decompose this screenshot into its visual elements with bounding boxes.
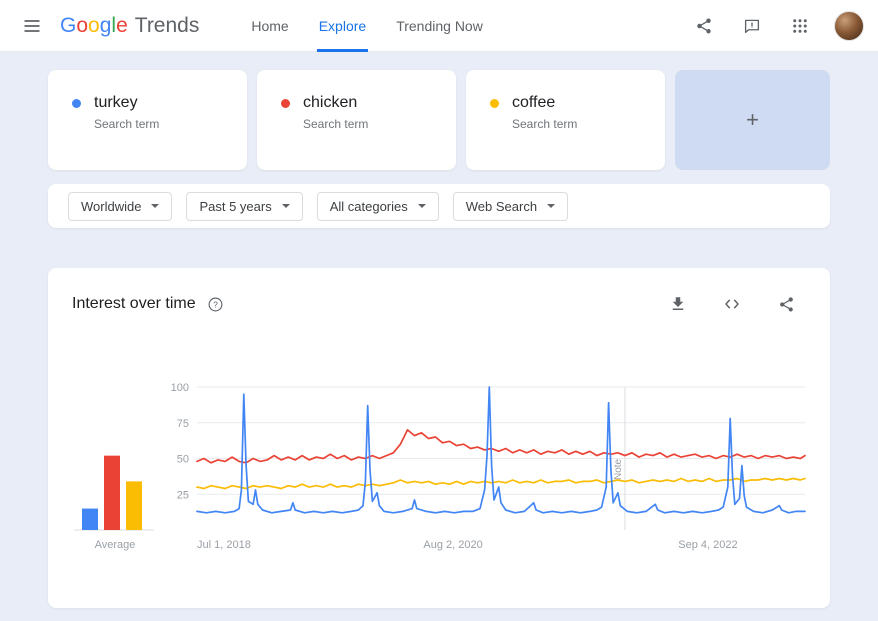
apps-grid-button[interactable] [780, 6, 820, 46]
logo-letter: G [60, 13, 77, 37]
svg-text:100: 100 [171, 382, 189, 394]
feedback-button[interactable] [732, 6, 772, 46]
embed-code-icon [725, 299, 739, 309]
help-icon: ? [208, 297, 223, 311]
add-comparison-card[interactable]: + [675, 70, 830, 170]
term-card-chicken[interactable]: chicken Search term [257, 70, 456, 170]
svg-text:?: ? [213, 300, 218, 309]
term-card-turkey[interactable]: turkey Search term [48, 70, 247, 170]
avatar[interactable] [834, 10, 864, 41]
panel-title: Interest over time [72, 295, 196, 312]
download-icon [672, 297, 684, 310]
share-icon [779, 296, 793, 312]
filter-search-type-value: Web Search [465, 198, 538, 214]
filter-category-value: All categories [329, 198, 408, 214]
filter-region-value: Worldwide [81, 198, 142, 214]
embed-button[interactable] [712, 284, 752, 324]
svg-text:Aug 2, 2020: Aug 2, 2020 [423, 539, 482, 551]
download-csv-button[interactable] [658, 284, 698, 324]
filter-time-value: Past 5 years [199, 198, 272, 214]
plus-icon: + [746, 107, 759, 132]
menu-button[interactable] [12, 6, 52, 46]
svg-text:50: 50 [177, 454, 189, 466]
apps-grid-icon [793, 18, 807, 33]
logo-product-name: Trends [134, 13, 200, 37]
term-type-label: Search term [94, 117, 160, 131]
interest-over-time-panel: Interest over time ? 25 50 75 100 Note Ju [48, 268, 830, 608]
share-chart-button[interactable] [766, 284, 806, 324]
share-button[interactable] [684, 6, 724, 46]
explore-page: turkey Search term chicken Search term c… [0, 52, 878, 608]
series-color-dot [281, 99, 290, 108]
panel-actions [658, 284, 806, 324]
hamburger-icon [24, 19, 40, 32]
filter-category-dropdown[interactable]: All categories [316, 191, 439, 221]
interest-over-time-chart[interactable]: 25 50 75 100 Note Jul 1, 2018 Aug 2, 2020 Sep 4… [72, 380, 812, 554]
term-type-label: Search term [512, 117, 578, 131]
svg-text:75: 75 [177, 418, 189, 430]
term-type-label: Search term [303, 117, 369, 131]
svg-text:Jul 1, 2018: Jul 1, 2018 [197, 539, 251, 551]
logo-letter: o [76, 13, 89, 37]
svg-text:25: 25 [177, 489, 189, 501]
chevron-down-icon [151, 204, 160, 208]
logo-letter: l [111, 13, 117, 37]
term-name: chicken [303, 94, 358, 111]
feedback-icon [744, 19, 760, 33]
filter-bar: Worldwide Past 5 years All categories We… [48, 184, 830, 228]
chevron-down-icon [417, 204, 426, 208]
logo-letter: g [99, 13, 112, 37]
series-color-dot [490, 99, 499, 108]
filter-time-dropdown[interactable]: Past 5 years [186, 191, 303, 221]
filter-search-type-dropdown[interactable]: Web Search [452, 191, 569, 221]
chevron-down-icon [281, 204, 290, 208]
svg-text:Sep 4, 2022: Sep 4, 2022 [678, 539, 737, 551]
chevron-down-icon [547, 204, 556, 208]
help-button[interactable]: ? [204, 292, 228, 316]
nav-explore[interactable]: Explore [316, 0, 369, 52]
svg-text:Note: Note [613, 458, 624, 480]
logo-letter: o [88, 13, 100, 37]
panel-header: Interest over time ? [72, 292, 806, 316]
term-card-coffee[interactable]: coffee Search term [466, 70, 665, 170]
nav-trending-now[interactable]: Trending Now [396, 17, 483, 34]
term-name: coffee [512, 94, 556, 111]
comparison-terms-row: turkey Search term chicken Search term c… [0, 52, 878, 170]
series-color-dot [72, 99, 81, 108]
svg-text:Average: Average [95, 539, 136, 551]
header-actions [684, 6, 864, 46]
primary-nav: Home Explore Trending Now [249, 0, 484, 52]
term-name: turkey [94, 94, 138, 111]
logo-letter: e [116, 13, 128, 37]
nav-home[interactable]: Home [251, 17, 289, 34]
filter-region-dropdown[interactable]: Worldwide [68, 191, 173, 221]
share-icon [697, 18, 711, 33]
